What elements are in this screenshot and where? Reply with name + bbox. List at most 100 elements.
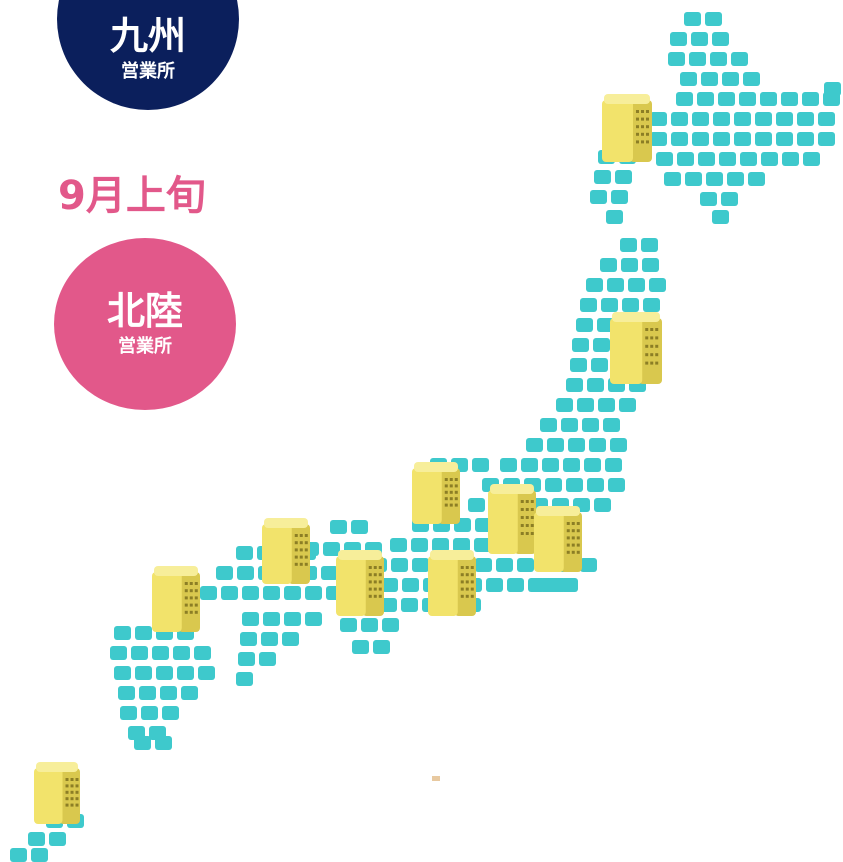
map-tile (340, 618, 357, 632)
map-tile (684, 12, 701, 26)
map-tile (200, 586, 217, 600)
map-tile (390, 538, 407, 552)
map-tile (748, 172, 765, 186)
map-tile (561, 418, 578, 432)
map-tile (351, 520, 368, 534)
map-tile (705, 12, 722, 26)
map-tile (240, 632, 257, 646)
map-tile (670, 32, 687, 46)
map-tile (242, 612, 259, 626)
map-tile (496, 558, 513, 572)
map-tile (710, 52, 727, 66)
map-tile (131, 646, 148, 660)
map-tile (619, 398, 636, 412)
map-tile (453, 538, 470, 552)
hokuriku-office-name: 北陸 (106, 289, 183, 333)
map-tile (236, 672, 253, 686)
map-tile (712, 32, 729, 46)
map-tile (760, 92, 777, 106)
map-tile (734, 132, 751, 146)
map-tile (722, 72, 739, 86)
map-tile (545, 478, 562, 492)
map-tile (118, 686, 135, 700)
map-tile (587, 378, 604, 392)
map-tile (597, 318, 614, 332)
map-tile (797, 112, 814, 126)
map-tile (594, 498, 611, 512)
map-tile (676, 92, 693, 106)
map-tile (261, 632, 278, 646)
map-tile (721, 192, 738, 206)
map-tile (606, 210, 623, 224)
map-tile (141, 706, 158, 720)
map-tile (580, 298, 597, 312)
map-tile (713, 132, 730, 146)
map-tile (134, 736, 151, 750)
map-tile (263, 586, 280, 600)
map-tile (517, 558, 534, 572)
map-tile (692, 132, 709, 146)
map-tile (797, 132, 814, 146)
map-tile (556, 398, 573, 412)
map-tile (591, 358, 608, 372)
map-tile (607, 278, 624, 292)
kyushu-office-sub: 営業所 (121, 61, 175, 82)
map-tile (680, 72, 697, 86)
map-tile (155, 736, 172, 750)
map-tile (152, 646, 169, 660)
map-tile (611, 190, 628, 204)
map-tile (263, 612, 280, 626)
map-tile (615, 170, 632, 184)
office-building-icon (610, 312, 662, 384)
map-tile (402, 578, 419, 592)
map-tile (305, 586, 322, 600)
map-tile (373, 640, 390, 654)
map-tile (761, 152, 778, 166)
map-tile (194, 646, 211, 660)
office-building-icon (534, 506, 582, 572)
map-tile (380, 598, 397, 612)
map-tile (818, 132, 835, 146)
map-tile (570, 358, 587, 372)
map-tile (28, 832, 45, 846)
office-building-icon (602, 94, 652, 162)
map-tile (177, 666, 194, 680)
map-tile (782, 152, 799, 166)
map-tile (221, 586, 238, 600)
map-tile (198, 666, 215, 680)
map-tile (706, 172, 723, 186)
map-tile (620, 238, 637, 252)
map-tile (712, 210, 729, 224)
map-tile (160, 686, 177, 700)
map-tile (173, 646, 190, 660)
map-tile (698, 152, 715, 166)
map-tile (401, 598, 418, 612)
map-tile (739, 92, 756, 106)
map-tile (284, 612, 301, 626)
map-tile (547, 438, 564, 452)
map-tile (181, 686, 198, 700)
map-tile (701, 72, 718, 86)
map-tile (238, 652, 255, 666)
map-tile (282, 632, 299, 646)
map-tile (622, 298, 639, 312)
office-building-icon (412, 462, 460, 524)
map-tiles (10, 12, 841, 862)
map-tile (755, 112, 772, 126)
map-tile (411, 538, 428, 552)
map-tile (576, 318, 593, 332)
map-tile (656, 152, 673, 166)
map-tile (566, 378, 583, 392)
map-tile (162, 706, 179, 720)
map-tile (689, 52, 706, 66)
map-tile (582, 418, 599, 432)
map-tile (580, 558, 597, 572)
map-tile (600, 258, 617, 272)
map-tile (598, 398, 615, 412)
map-tile (568, 438, 585, 452)
map-tile (584, 458, 601, 472)
map-tile (135, 666, 152, 680)
map-tile (432, 538, 449, 552)
map-tile (734, 112, 751, 126)
